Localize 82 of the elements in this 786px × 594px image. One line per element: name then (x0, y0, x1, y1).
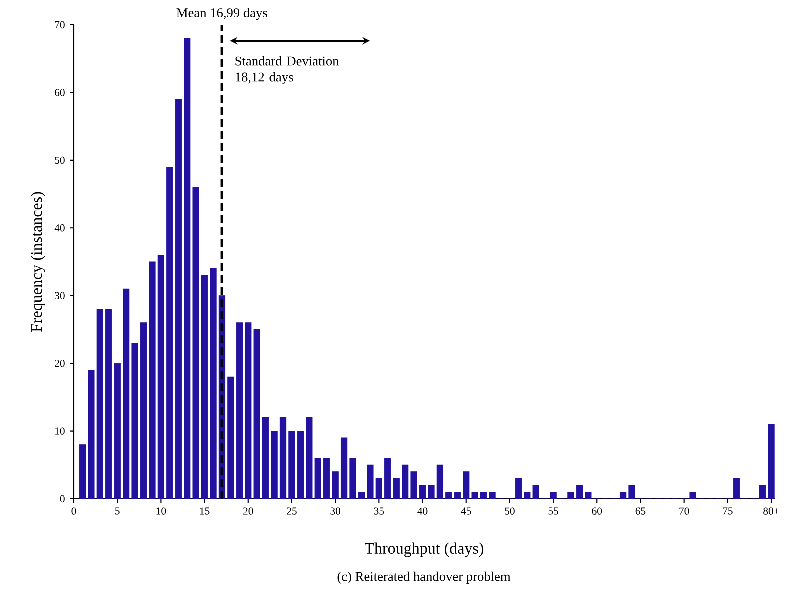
x-tick-label: 55 (548, 508, 558, 515)
bar (192, 187, 200, 500)
bar (210, 268, 217, 500)
x-tick-label: 15 (200, 508, 210, 515)
annotation: Standard Deviation 18,12 days (236, 56, 340, 85)
bar (271, 431, 278, 500)
bar (228, 376, 234, 500)
bar (568, 492, 574, 500)
bar (585, 492, 592, 500)
x-tick-label: 45 (461, 508, 472, 515)
bar (489, 492, 496, 500)
bar (454, 492, 461, 500)
y-tick-label: 20 (55, 360, 65, 368)
bar (149, 262, 156, 500)
bar (428, 485, 435, 500)
bar (332, 472, 339, 500)
y-tick-label: 40 (54, 224, 65, 232)
x-tick-label: 50 (505, 508, 515, 515)
bar (515, 478, 522, 500)
bar (96, 309, 104, 500)
ref-line-label: Mean 16,99 days (176, 8, 268, 20)
bar (620, 492, 627, 500)
y-tick-label: 70 (55, 21, 65, 29)
x-tick-label: 5 (116, 508, 120, 515)
x-tick-label: 60 (592, 508, 602, 515)
x-tick-label: 75 (723, 508, 733, 515)
bar (367, 464, 374, 500)
x-axis-title: Throughput (days) (365, 542, 484, 558)
bar (463, 472, 470, 500)
bar (436, 464, 444, 500)
bar (306, 417, 313, 500)
bar (550, 492, 557, 500)
bar (314, 458, 322, 500)
x-tick-label: 0 (72, 508, 76, 515)
bar (236, 322, 243, 500)
bar (350, 458, 356, 500)
x-tick-label: 35 (374, 508, 384, 515)
bar (358, 492, 366, 500)
bar (88, 370, 95, 500)
bar (166, 166, 174, 500)
y-tick-label: 0 (60, 495, 65, 503)
x-tick-label: 10 (156, 508, 166, 515)
x-tick-label: 65 (636, 508, 646, 515)
bar (324, 458, 330, 500)
bar (628, 485, 636, 500)
x-tick-label: 30 (330, 508, 341, 515)
bar (690, 492, 696, 500)
y-tick-label: 30 (55, 292, 65, 300)
bar (733, 478, 740, 500)
bar (122, 288, 130, 500)
y-axis-title: Frequency (instances) (30, 192, 46, 332)
y-tick-label: 10 (56, 428, 65, 435)
bar (446, 492, 452, 500)
bar (402, 464, 409, 500)
bar (480, 492, 488, 500)
bar (175, 99, 182, 500)
x-tick-label: 70 (680, 508, 690, 515)
bar (759, 485, 766, 500)
bar (340, 438, 348, 500)
bar (201, 275, 208, 500)
bar (297, 431, 304, 500)
bar (410, 472, 418, 500)
bar (140, 322, 148, 500)
bar (576, 485, 584, 500)
bar (768, 424, 775, 500)
y-tick-label: 60 (55, 89, 65, 96)
y-tick-label: 50 (55, 156, 65, 164)
bar (419, 485, 426, 500)
x-tick-label: 80+ (764, 508, 780, 515)
bar (184, 38, 191, 500)
x-tick-label: 20 (244, 508, 254, 515)
bar (288, 431, 296, 500)
bar (280, 417, 287, 500)
text: (c) Reiterated handover problem (338, 572, 511, 584)
bar (79, 444, 86, 500)
bar (158, 254, 165, 500)
bar (472, 492, 478, 500)
bar (376, 478, 382, 500)
x-tick-label: 40 (418, 508, 428, 515)
x-tick-label: 25 (287, 508, 297, 515)
bar (262, 417, 270, 500)
bar (132, 342, 138, 500)
